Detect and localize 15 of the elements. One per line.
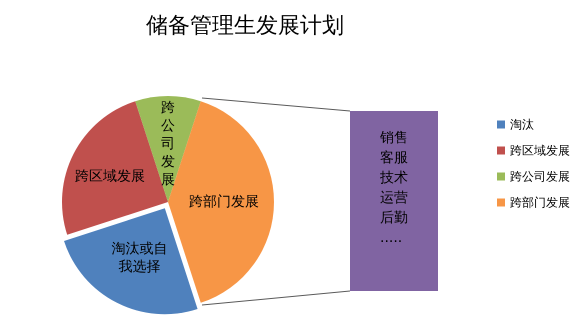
legend-label: 跨部门发展 [510,196,570,210]
legend-label: 跨公司发展 [510,170,570,184]
chart-title: 储备管理生发展计划 [146,14,344,38]
data-label: 跨公司发展 [161,100,175,188]
legend-label: 跨区域发展 [510,144,570,158]
text: 技术 [379,170,408,186]
data-label: 跨区域发展 [75,168,146,185]
text: 后勤 [380,210,408,226]
legend-label: 淘汰 [510,118,534,132]
text: 客服 [380,150,408,166]
text: 销售 [379,130,408,146]
data-label: 跨部门发展 [189,194,259,210]
data-label: 淘汰或自我选择 [111,241,168,276]
text: ..... [380,230,402,246]
text: 运营 [380,190,408,206]
